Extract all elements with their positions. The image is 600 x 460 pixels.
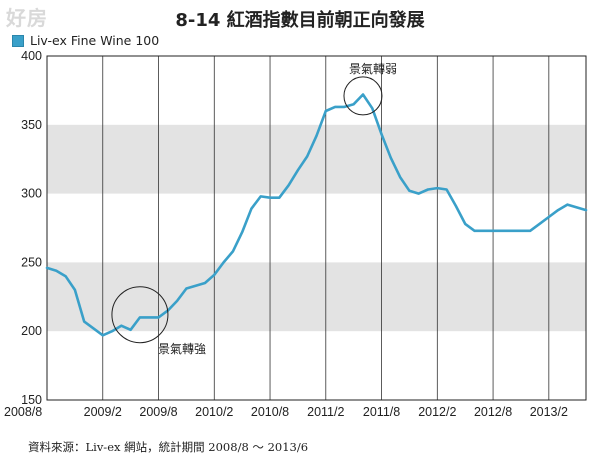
data-point: [139, 316, 141, 319]
data-point: [83, 320, 85, 323]
chart-legend: Liv-ex Fine Wine 100: [12, 33, 159, 48]
data-point: [399, 176, 401, 178]
annotation-label-0: 景氣轉強: [158, 342, 206, 356]
data-point: [520, 229, 522, 232]
y-tick-label: 200: [21, 324, 42, 338]
data-point: [455, 205, 457, 207]
x-tick-label: 2010/2: [195, 405, 233, 419]
data-point: [557, 209, 559, 211]
y-tick-label: 250: [21, 255, 42, 269]
data-point: [222, 261, 225, 264]
data-point: [101, 334, 104, 337]
annotation-circle-0: [111, 286, 169, 344]
data-point: [64, 275, 67, 277]
data-point: [213, 273, 216, 276]
data-point: [445, 188, 448, 191]
x-tick-label: 2009/2: [84, 405, 122, 419]
x-tick-label: 2010/8: [251, 405, 289, 419]
data-point: [352, 103, 355, 105]
data-point: [492, 229, 494, 232]
data-point: [297, 169, 299, 172]
data-point: [157, 316, 160, 319]
data-point: [473, 229, 476, 232]
data-point: [176, 300, 178, 302]
data-point: [278, 196, 281, 199]
x-tick-label: 2012/2: [418, 405, 456, 419]
x-tick-label: 2008/8: [4, 405, 42, 419]
x-tick-label: 2011/2: [307, 405, 344, 419]
x-tick-label: 2013/2: [530, 405, 568, 419]
annotation-label-1: 景氣轉弱: [349, 62, 397, 76]
data-point: [548, 216, 550, 218]
data-point: [129, 329, 132, 331]
data-point: [585, 209, 587, 211]
plot-frame: [46, 55, 587, 401]
data-point: [464, 223, 466, 225]
data-point: [306, 155, 309, 158]
data-point: [417, 192, 420, 195]
data-point: [436, 187, 439, 189]
chart-title: 8-14 紅酒指數目前朝正向發展: [175, 10, 425, 31]
legend-label: Liv-ex Fine Wine 100: [30, 33, 160, 48]
y-tick-label: 350: [21, 118, 42, 132]
data-point: [204, 282, 206, 284]
data-point: [185, 287, 188, 290]
data-point: [111, 330, 113, 333]
x-tick-label: 2012/8: [474, 405, 512, 419]
data-point: [120, 324, 123, 327]
data-point: [92, 327, 95, 330]
x-tick-label: 2009/8: [139, 405, 177, 419]
data-point: [334, 106, 336, 108]
data-point: [390, 157, 392, 159]
data-point: [315, 135, 318, 137]
watermark-logo: 好房: [6, 6, 48, 30]
data-point: [269, 196, 271, 199]
data-point: [482, 229, 485, 232]
data-point: [380, 133, 383, 136]
data-point: [287, 184, 290, 187]
data-point: [55, 269, 58, 272]
data-point: [148, 316, 151, 319]
legend-swatch: [12, 34, 24, 47]
source-note: 資料來源：Liv-ex 網站，統計期間 2008/8 ～ 2013/6: [28, 440, 309, 454]
data-point: [371, 107, 374, 110]
data-point: [250, 207, 253, 210]
annotation-circle-1: [343, 76, 383, 116]
data-point: [362, 93, 364, 96]
shaded-band-0: [47, 262, 586, 332]
y-tick-label: 300: [21, 187, 42, 201]
data-point: [538, 223, 541, 225]
data-point: [194, 284, 197, 287]
data-point: [46, 267, 48, 269]
data-point: [343, 106, 346, 108]
data-point: [74, 289, 76, 291]
data-point: [529, 229, 532, 232]
data-point: [575, 206, 578, 209]
data-point: [259, 195, 262, 198]
data-point: [501, 229, 504, 232]
data-point: [241, 231, 243, 233]
data-point: [427, 188, 429, 191]
data-point: [510, 229, 513, 232]
data-point: [324, 110, 327, 112]
y-tick-label: 150: [21, 393, 42, 407]
data-point: [408, 190, 411, 192]
x-tick-label: 2011/8: [363, 405, 400, 419]
data-point: [566, 203, 569, 206]
y-tick-label: 400: [21, 49, 42, 63]
data-point: [232, 250, 234, 253]
